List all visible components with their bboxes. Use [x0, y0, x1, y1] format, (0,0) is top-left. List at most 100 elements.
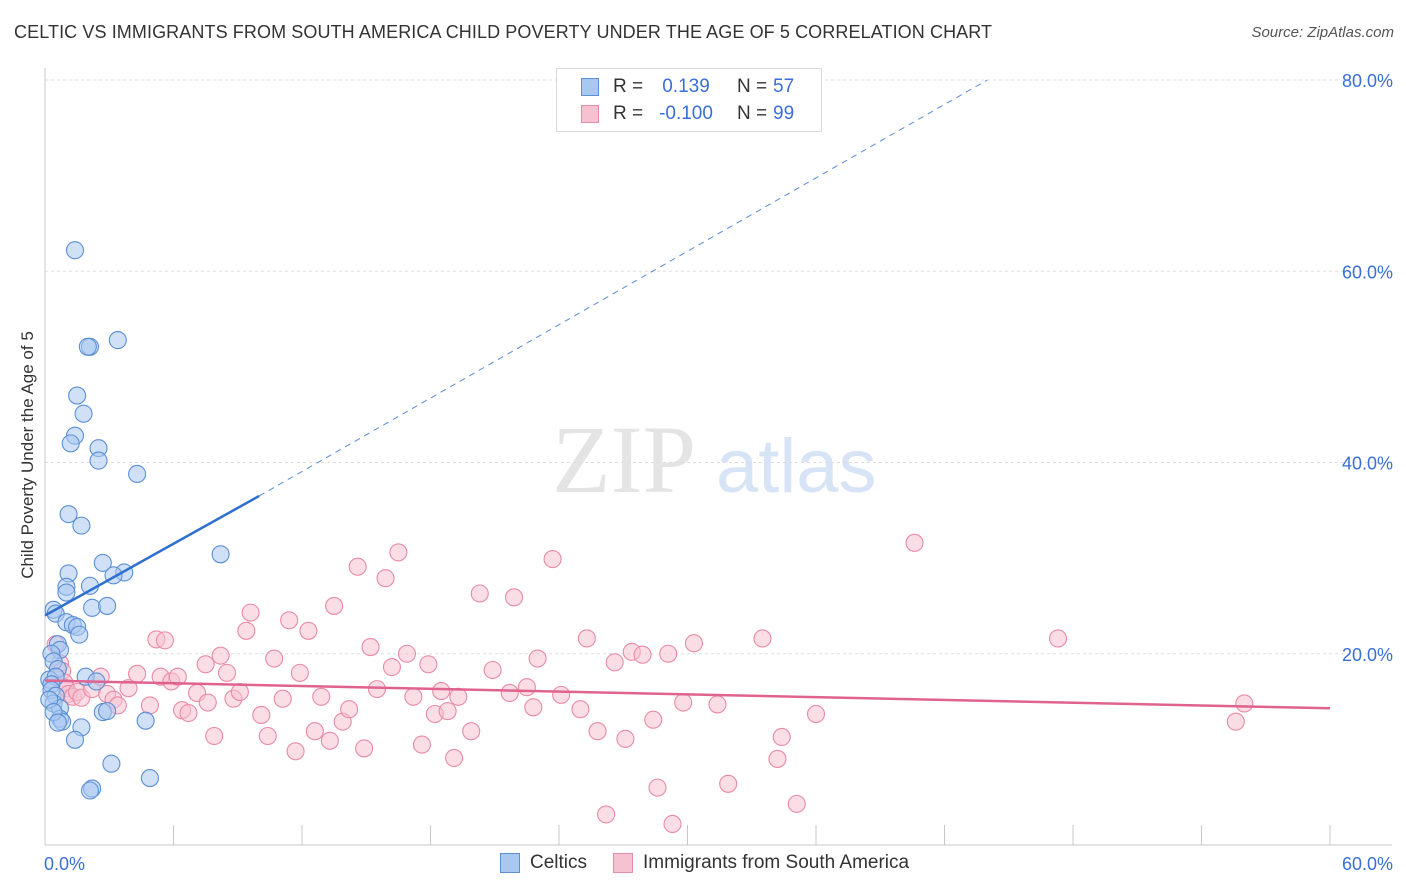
- legend-r-value: -0.100: [659, 103, 713, 124]
- celtics-point: [59, 505, 78, 524]
- immigrants-point: [517, 678, 536, 697]
- immigrants-point: [382, 658, 402, 677]
- immigrants-point: [355, 739, 374, 758]
- series-legend: Celtics Immigrants from South America: [500, 852, 935, 874]
- immigrants-legend-swatch: [613, 853, 634, 873]
- immigrants-point: [659, 644, 678, 663]
- immigrants-point: [397, 644, 416, 663]
- immigrants-point: [616, 729, 635, 748]
- immigrants-point: [412, 735, 431, 754]
- axes: [44, 68, 1392, 846]
- legend-item-celtics[interactable]: Celtics: [500, 852, 587, 874]
- immigrants-point: [211, 646, 230, 665]
- celtics-point: [128, 464, 147, 484]
- celtics-point: [98, 702, 117, 721]
- legend-n-value: 99: [773, 103, 795, 124]
- legend-r-value: 0.139: [662, 76, 710, 97]
- immigrants-point: [528, 649, 547, 668]
- watermark-atlas: atlas: [716, 424, 877, 509]
- legend-row-immigrants: R = -0.100 N = 99: [581, 102, 794, 126]
- immigrants-point: [258, 726, 277, 746]
- immigrants-point: [367, 680, 387, 699]
- immigrants-point: [663, 814, 682, 834]
- legend-r-label: R =: [613, 103, 644, 124]
- immigrants-point: [719, 774, 738, 793]
- immigrants-point: [438, 702, 457, 721]
- watermark-zip: ZIP: [552, 406, 696, 513]
- celtics-point: [65, 730, 85, 749]
- immigrants-point: [140, 696, 159, 715]
- celtics-point: [65, 241, 85, 260]
- trend-lines: [44, 79, 1331, 710]
- immigrants-point: [648, 778, 667, 797]
- celtics-point: [72, 516, 91, 535]
- y-tick-label: 40.0%: [1342, 454, 1393, 474]
- immigrants-point: [787, 794, 806, 813]
- immigrants-point: [376, 569, 395, 588]
- immigrants-point: [633, 645, 652, 664]
- celtics-point: [93, 553, 112, 572]
- immigrants-point: [500, 683, 519, 703]
- immigrants-point: [571, 700, 590, 719]
- y-tick-label: 60.0%: [1342, 262, 1393, 282]
- immigrants-point: [674, 693, 693, 712]
- celtics-point: [78, 337, 97, 356]
- immigrants-point: [312, 687, 331, 706]
- immigrants-point: [286, 742, 305, 761]
- celtics-point: [211, 545, 230, 564]
- immigrants-point: [605, 653, 624, 672]
- immigrants-point: [524, 698, 543, 717]
- immigrants-point: [305, 722, 324, 741]
- legend-r-label: R =: [613, 76, 644, 97]
- immigrants-point: [684, 634, 703, 653]
- immigrants-point: [128, 664, 147, 683]
- immigrants-point: [543, 550, 562, 569]
- y-axis-label: Child Poverty Under the Age of 5: [18, 331, 37, 579]
- legend-n-label: N =: [737, 103, 768, 124]
- immigrants-point: [168, 667, 187, 686]
- celtics-legend-swatch: [500, 853, 520, 873]
- immigrants-point: [768, 749, 787, 768]
- celtics-trend-extension: [258, 79, 988, 497]
- immigrants-point: [432, 681, 451, 701]
- immigrants-point: [552, 685, 571, 704]
- celtics-point: [80, 781, 100, 800]
- immigrants-point: [1235, 694, 1254, 713]
- immigrants-point: [753, 629, 772, 648]
- legend-n-label: N =: [737, 76, 768, 97]
- immigrants-point: [217, 663, 237, 682]
- immigrants-legend-label: Immigrants from South America: [643, 852, 910, 873]
- immigrants-point: [597, 805, 616, 824]
- celtics-point: [68, 386, 87, 405]
- immigrants-point: [1226, 712, 1245, 731]
- x-tick-label: 0.0%: [44, 854, 85, 874]
- y-tick-label: 20.0%: [1342, 645, 1393, 665]
- x-tick-label: 60.0%: [1342, 854, 1393, 874]
- celtics-point: [102, 754, 121, 773]
- immigrants-point: [1048, 629, 1068, 648]
- immigrants-point: [806, 704, 826, 724]
- immigrants-trend-line: [44, 679, 1331, 710]
- immigrants-point: [119, 679, 138, 698]
- immigrants-point: [155, 631, 174, 650]
- celtics-point: [48, 713, 67, 732]
- immigrants-point: [237, 621, 256, 640]
- immigrants-point: [708, 695, 727, 714]
- celtics-point: [108, 331, 127, 350]
- celtics-point: [74, 404, 93, 423]
- immigrants-point: [280, 611, 299, 630]
- celtics-point: [136, 711, 155, 730]
- chart-title: CELTIC VS IMMIGRANTS FROM SOUTH AMERICA …: [14, 22, 993, 42]
- celtics-point: [70, 625, 89, 644]
- immigrants-point: [241, 603, 260, 622]
- legend-item-immigrants[interactable]: Immigrants from South America: [613, 852, 909, 874]
- immigrants-point: [462, 722, 481, 741]
- celtics-swatch: [581, 78, 599, 96]
- chart-source: Source: ZipAtlas.com: [1251, 24, 1394, 41]
- immigrants-point: [320, 731, 339, 750]
- immigrants-point: [348, 557, 367, 576]
- immigrants-point: [577, 629, 596, 648]
- celtics-trend-line: [44, 494, 260, 617]
- immigrants-point: [299, 621, 318, 640]
